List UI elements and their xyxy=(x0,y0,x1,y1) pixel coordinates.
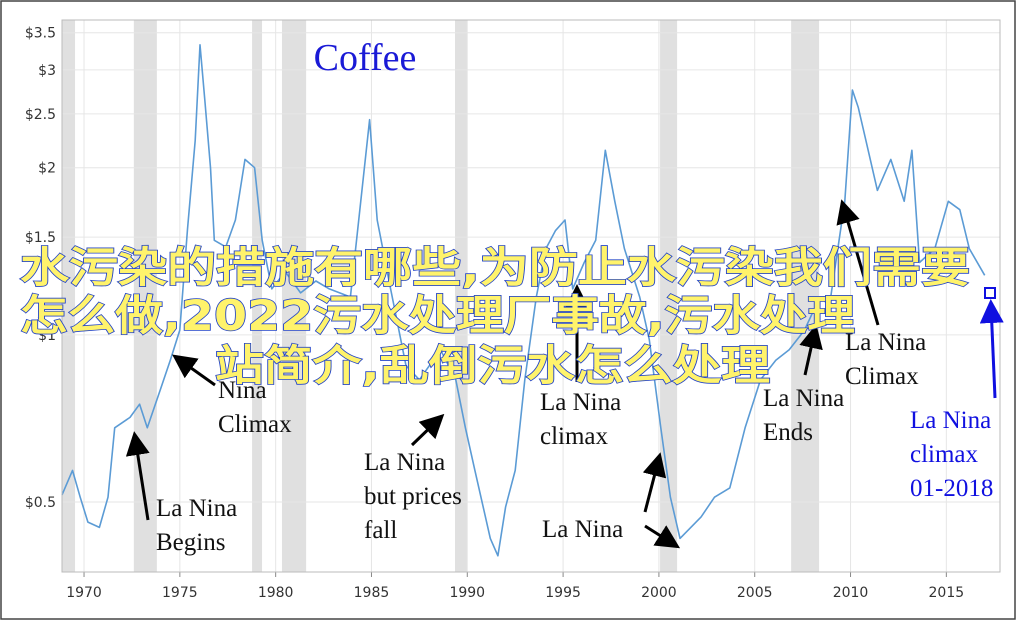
annotation-text: La Nina xyxy=(910,407,991,434)
x-tick-label: 1980 xyxy=(258,585,294,601)
annotation-text: La Nina xyxy=(763,385,844,412)
shaded-period xyxy=(281,20,307,572)
overlay-title: 怎么做,2022污水处理厂事故,污水处理 xyxy=(20,291,855,340)
x-tick-label: 2010 xyxy=(833,585,869,601)
overlay-title: 站简介,乱倒污水怎么处理 xyxy=(215,341,770,390)
y-tick-label: $3 xyxy=(38,63,56,79)
annotation-text: La Nina xyxy=(542,516,623,543)
shaded-period xyxy=(252,20,263,572)
overlay-title: 水污染的措施有哪些,为防止水污染我们需要 xyxy=(20,243,970,292)
y-tick-label: $2 xyxy=(38,161,56,177)
annotation-text: fall xyxy=(364,517,397,544)
annotation-text: climax xyxy=(540,423,609,450)
x-tick-label: 1970 xyxy=(66,585,102,601)
y-tick-label: $1.5 xyxy=(25,230,56,246)
annotation-text: Nina xyxy=(218,377,267,404)
y-tick-label: $3.5 xyxy=(25,26,56,42)
annotation-arrow xyxy=(642,452,667,513)
annotation-text: climax xyxy=(910,441,979,468)
x-tick-label: 2015 xyxy=(929,585,965,601)
shaded-period xyxy=(62,20,76,572)
annotation-text: Begins xyxy=(156,529,225,556)
shaded-period xyxy=(455,20,468,572)
y-tick-label: $2.5 xyxy=(25,107,56,123)
x-tick-label: 1985 xyxy=(354,585,390,601)
annotation-text: La Nina xyxy=(156,495,237,522)
price-line xyxy=(61,44,986,557)
x-tick-label: 1995 xyxy=(545,585,581,601)
shaded-period xyxy=(660,20,678,572)
chart-title: Coffee xyxy=(314,37,417,79)
x-tick-label: 2005 xyxy=(737,585,773,601)
annotation-text: but prices xyxy=(364,483,462,510)
annotation-arrow xyxy=(799,324,823,376)
annotation-arrow xyxy=(172,354,216,387)
annotation-text: Ends xyxy=(763,419,813,446)
shaded-period xyxy=(791,20,820,572)
x-tick-label: 1990 xyxy=(449,585,485,601)
annotation-text: 01-2018 xyxy=(910,475,993,502)
annotation-text: La Nina xyxy=(364,449,445,476)
y-tick-label: $0.5 xyxy=(25,495,56,511)
plot-border xyxy=(61,19,1001,573)
annotation-arrow xyxy=(836,199,880,326)
x-tick-label: 2000 xyxy=(641,585,677,601)
annotation-marker xyxy=(984,287,996,299)
annotation-arrow xyxy=(125,431,150,521)
annotation-text: Climax xyxy=(845,363,919,390)
annotation-text: Climax xyxy=(218,411,292,438)
annotation-text: La Nina xyxy=(540,389,621,416)
annotation-arrow xyxy=(410,413,445,447)
annotation-text: La Nina xyxy=(845,329,926,356)
x-tick-label: 1975 xyxy=(162,585,198,601)
annotation-arrow xyxy=(644,524,681,549)
y-tick-label: $1 xyxy=(38,328,56,344)
annotation-arrow xyxy=(979,299,1004,399)
